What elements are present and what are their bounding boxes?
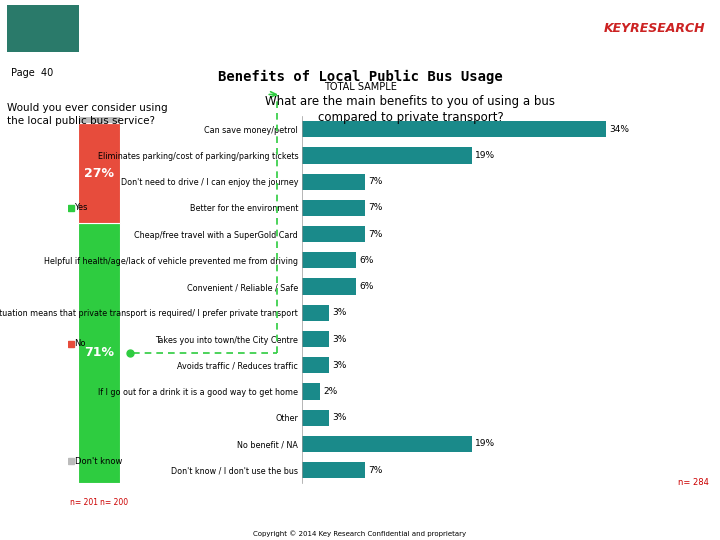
Text: n= 201: n= 201 [70,498,98,507]
Text: Don't know: Don't know [75,457,122,466]
Text: 3%: 3% [333,308,347,318]
Text: 19%: 19% [475,151,495,160]
Text: Q16 & 18: Q16 & 18 [9,73,60,83]
FancyBboxPatch shape [7,4,79,52]
Text: Would you ever consider using
the local public bus service?: Would you ever consider using the local … [7,103,168,126]
Bar [302,436,472,452]
Text: What are the main benefits to you of using a bus
compared to private transport?: What are the main benefits to you of usi… [266,94,555,124]
Text: Bus Non-User Survey 2014: Bus Non-User Survey 2014 [90,34,203,43]
Text: TOTAL SAMPLE: TOTAL SAMPLE [323,83,397,92]
Text: 7%: 7% [369,204,383,212]
Bar [78,116,120,124]
Text: Yes: Yes [75,204,88,212]
Text: Page  40: Page 40 [11,68,53,78]
Text: n= 284: n= 284 [678,478,709,487]
Text: 7%: 7% [369,177,383,186]
Bar [302,410,329,426]
Bar [302,357,329,373]
Bar [302,226,365,242]
Text: 6%: 6% [359,256,374,265]
Text: No: No [75,339,86,348]
Bar [302,279,356,295]
Bar [302,252,356,268]
Text: 19%: 19% [475,440,495,448]
Text: 7%: 7% [369,465,383,475]
Text: 27%: 27% [84,166,114,179]
Text: KEYRESEARCH: KEYRESEARCH [604,22,706,35]
Text: Copyright © 2014 Key Research Confidential and proprietary: Copyright © 2014 Key Research Confidenti… [253,531,467,537]
Text: 3%: 3% [333,361,347,370]
Bar [302,383,320,400]
Bar [302,121,606,137]
Bar [302,173,365,190]
Bar [302,200,365,216]
Bar [302,331,329,347]
Text: 7%: 7% [369,230,383,239]
Text: 6%: 6% [359,282,374,291]
Bar [302,305,329,321]
Bar [78,222,120,483]
Bar [302,462,365,478]
Bar [302,147,472,164]
Text: n= 200: n= 200 [100,498,128,507]
Text: Benefits of Local Public Bus Usage: Benefits of Local Public Bus Usage [217,70,503,84]
Text: 3%: 3% [333,335,347,343]
Text: 34%: 34% [609,125,629,134]
Text: 2%: 2% [324,387,338,396]
Text: 3%: 3% [333,413,347,422]
Bar [78,124,120,222]
Text: 71%: 71% [84,347,114,360]
Text: BAY OF PLENTY REGIONAL COUNCIL: BAY OF PLENTY REGIONAL COUNCIL [90,14,257,23]
